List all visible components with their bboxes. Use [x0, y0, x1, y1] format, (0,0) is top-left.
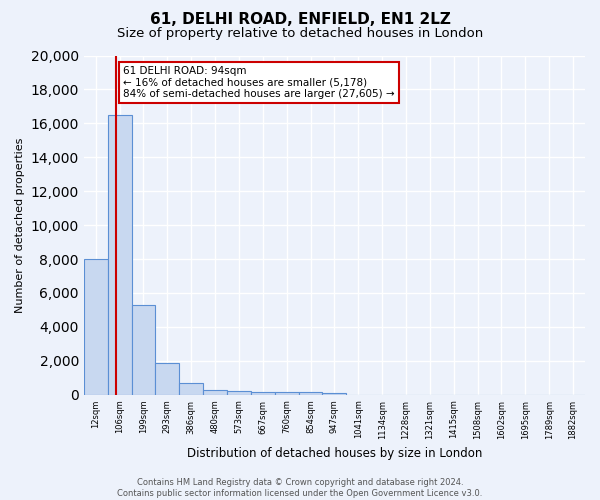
- Text: 61, DELHI ROAD, ENFIELD, EN1 2LZ: 61, DELHI ROAD, ENFIELD, EN1 2LZ: [149, 12, 451, 28]
- Text: 61 DELHI ROAD: 94sqm
← 16% of detached houses are smaller (5,178)
84% of semi-de: 61 DELHI ROAD: 94sqm ← 16% of detached h…: [123, 66, 395, 99]
- Bar: [131, 305, 155, 394]
- Bar: [251, 392, 275, 394]
- Text: Contains HM Land Registry data © Crown copyright and database right 2024.
Contai: Contains HM Land Registry data © Crown c…: [118, 478, 482, 498]
- X-axis label: Distribution of detached houses by size in London: Distribution of detached houses by size …: [187, 447, 482, 460]
- Bar: [299, 392, 322, 394]
- Text: Size of property relative to detached houses in London: Size of property relative to detached ho…: [117, 28, 483, 40]
- Bar: [275, 392, 299, 394]
- Bar: [84, 259, 107, 394]
- Y-axis label: Number of detached properties: Number of detached properties: [15, 138, 25, 313]
- Bar: [155, 364, 179, 394]
- Bar: [107, 115, 131, 394]
- Bar: [179, 383, 203, 394]
- Bar: [227, 392, 251, 394]
- Bar: [203, 390, 227, 394]
